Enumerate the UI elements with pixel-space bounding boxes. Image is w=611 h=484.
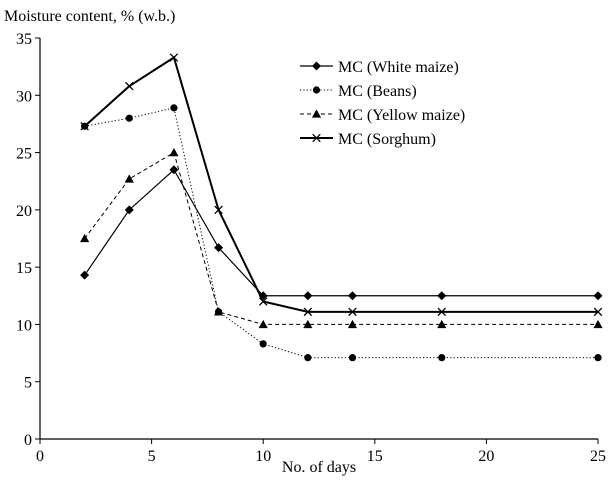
x-tick-label: 5 (148, 448, 156, 465)
y-axis-title: Moisture content, % (w.b.) (4, 8, 175, 25)
legend-label: MC (Beans) (338, 83, 417, 100)
marker-diamond (80, 270, 90, 280)
marker-diamond (593, 291, 603, 301)
y-tick-label: 10 (16, 317, 32, 334)
marker-diamond (124, 205, 134, 215)
marker-diamond (303, 291, 313, 301)
marker-cross (312, 133, 321, 143)
legend-item: MC (Yellow maize) (300, 107, 465, 124)
marker-cross (258, 297, 268, 306)
y-tick-label: 30 (16, 88, 32, 105)
series-cross (80, 53, 603, 317)
plot-area (80, 53, 603, 362)
marker-circle (170, 104, 178, 112)
marker-triangle (258, 319, 268, 329)
marker-triangle (311, 109, 322, 118)
marker-cross (593, 307, 603, 317)
marker-diamond (312, 61, 321, 71)
marker-circle (259, 340, 267, 348)
marker-triangle (124, 174, 134, 183)
legend-item: MC (Beans) (300, 83, 417, 100)
legend-item: MC (White maize) (300, 59, 459, 76)
marker-diamond (347, 291, 357, 301)
legend-label: MC (White maize) (338, 59, 459, 76)
marker-triangle (80, 233, 90, 243)
x-axis-title: No. of days (282, 459, 356, 476)
marker-triangle (169, 147, 179, 157)
marker-cross (437, 307, 447, 317)
x-tick-label: 15 (367, 448, 383, 465)
series-line (84, 168, 598, 297)
x-tick-label: 20 (478, 448, 494, 465)
axes: 0 5 10 15 20 25 30 35 0 5 10 15 20 25 (16, 31, 606, 465)
series-line (84, 151, 598, 325)
legend-label: MC (Sorghum) (338, 131, 436, 148)
x-tick-label: 0 (36, 448, 44, 465)
x-tick-label: 10 (255, 448, 271, 465)
marker-cross (348, 307, 357, 317)
y-tick-label: 15 (16, 260, 32, 277)
marker-diamond (437, 291, 447, 301)
y-tick-label: 25 (16, 146, 32, 163)
marker-circle (594, 354, 602, 362)
y-tick-label: 5 (24, 375, 32, 392)
y-tick-label: 20 (16, 203, 32, 220)
marker-circle (304, 354, 312, 362)
marker-circle (125, 114, 133, 122)
marker-cross (169, 53, 179, 62)
legend-item: MC (Sorghum) (300, 131, 436, 148)
marker-triangle (437, 319, 447, 329)
legend: MC (White maize) MC (Beans) MC (Yellow mai… (300, 59, 465, 148)
marker-triangle (593, 319, 603, 329)
marker-diamond (214, 243, 224, 253)
marker-cross (80, 121, 89, 131)
series-triangle (80, 147, 603, 329)
series-diamond (80, 165, 603, 301)
x-tick-label: 25 (590, 448, 606, 465)
marker-triangle (213, 307, 224, 316)
y-tick-label: 0 (24, 432, 32, 449)
marker-cross (214, 205, 223, 215)
marker-circle (312, 86, 321, 94)
marker-cross (125, 81, 134, 91)
legend-label: MC (Yellow maize) (338, 107, 465, 124)
marker-triangle (303, 319, 313, 329)
marker-circle (348, 354, 357, 362)
y-tick-label: 35 (16, 31, 32, 48)
marker-diamond (169, 165, 179, 175)
marker-circle (438, 354, 446, 362)
marker-triangle (347, 319, 358, 329)
marker-cross (303, 307, 313, 317)
